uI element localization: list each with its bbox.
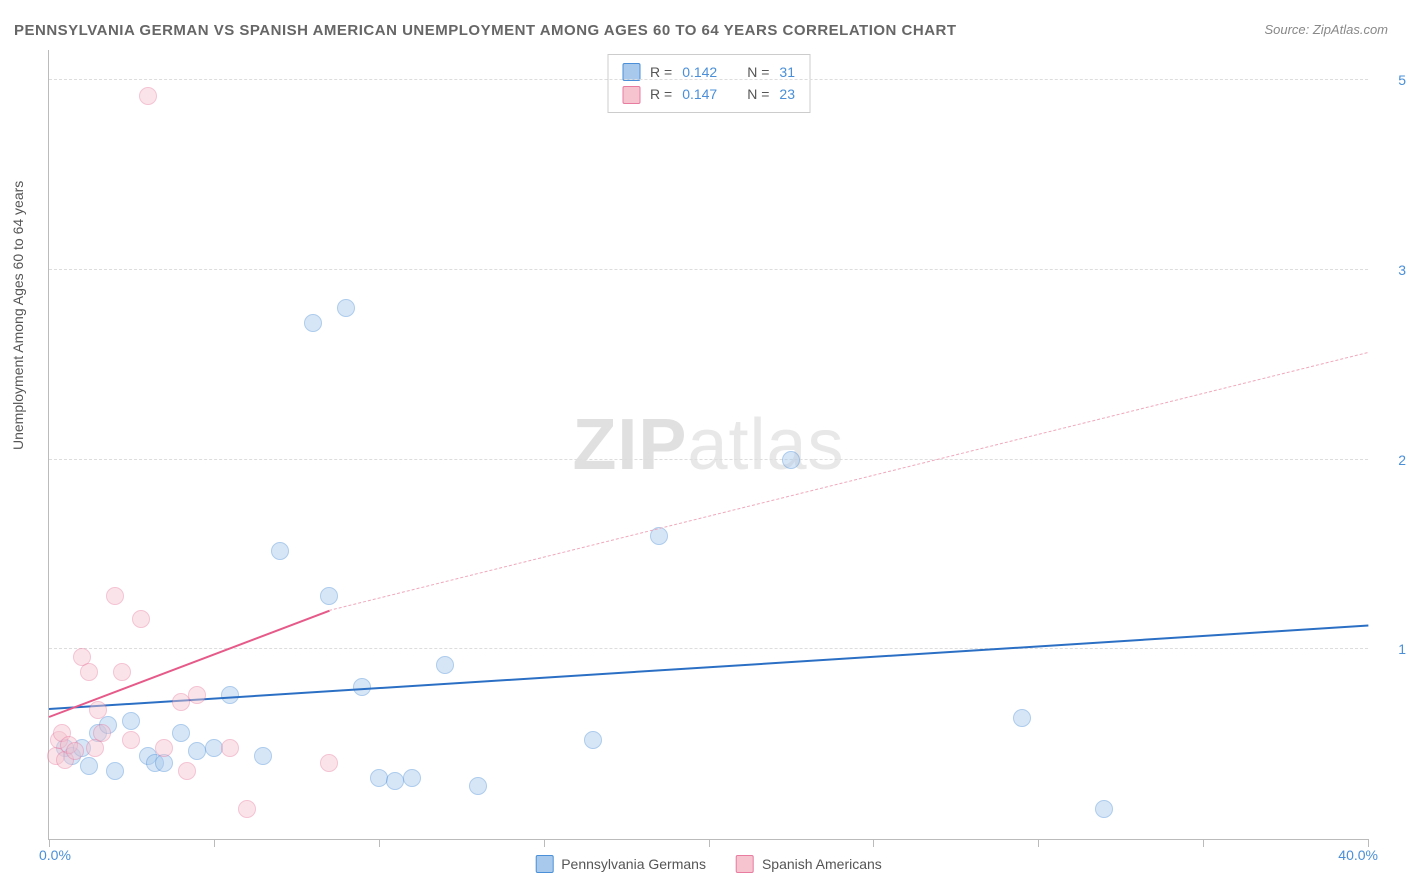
legend-label-0: Pennsylvania Germans <box>561 856 706 872</box>
data-point <box>221 739 239 757</box>
data-point <box>172 724 190 742</box>
gridline <box>49 648 1368 649</box>
data-point <box>113 663 131 681</box>
data-point <box>469 777 487 795</box>
data-point <box>271 542 289 560</box>
x-tick <box>709 839 710 847</box>
watermark-bold: ZIP <box>572 405 687 485</box>
chart-title: PENNSYLVANIA GERMAN VS SPANISH AMERICAN … <box>14 22 957 39</box>
swatch-series-0 <box>535 855 553 873</box>
x-tick <box>544 839 545 847</box>
y-tick-label: 12.5% <box>1378 641 1406 657</box>
y-axis-label: Unemployment Among Ages 60 to 64 years <box>10 181 26 450</box>
swatch-series-1 <box>736 855 754 873</box>
y-tick-label: 37.5% <box>1378 262 1406 278</box>
data-point <box>132 610 150 628</box>
watermark-thin: atlas <box>687 405 844 485</box>
correlation-legend: R = 0.142 N = 31 R = 0.147 N = 23 <box>607 54 810 113</box>
legend-item-series-0: Pennsylvania Germans <box>535 855 706 873</box>
data-point <box>89 701 107 719</box>
gridline <box>49 459 1368 460</box>
scatter-plot-area: ZIPatlas R = 0.142 N = 31 R = 0.147 N = … <box>48 50 1368 840</box>
n-value-1: 23 <box>779 83 795 105</box>
data-point <box>782 451 800 469</box>
data-point <box>337 299 355 317</box>
x-axis-max-label: 40.0% <box>1338 847 1378 863</box>
x-tick <box>1038 839 1039 847</box>
gridline <box>49 79 1368 80</box>
x-tick <box>1203 839 1204 847</box>
data-point <box>106 762 124 780</box>
data-point <box>122 731 140 749</box>
data-point <box>304 314 322 332</box>
legend-item-series-1: Spanish Americans <box>736 855 882 873</box>
data-point <box>320 587 338 605</box>
data-point <box>584 731 602 749</box>
data-point <box>155 739 173 757</box>
data-point <box>1095 800 1113 818</box>
data-point <box>403 769 421 787</box>
trend-line <box>49 625 1368 710</box>
gridline <box>49 269 1368 270</box>
y-tick-label: 25.0% <box>1378 452 1406 468</box>
data-point <box>436 656 454 674</box>
data-point <box>172 693 190 711</box>
r-label: R = <box>650 83 672 105</box>
swatch-series-1 <box>622 86 640 104</box>
data-point <box>1013 709 1031 727</box>
r-value-1: 0.147 <box>682 83 717 105</box>
data-point <box>188 742 206 760</box>
data-point <box>205 739 223 757</box>
data-point <box>122 712 140 730</box>
data-point <box>80 757 98 775</box>
x-tick <box>379 839 380 847</box>
trend-line <box>329 352 1368 611</box>
x-tick <box>1368 839 1369 847</box>
data-point <box>139 87 157 105</box>
data-point <box>178 762 196 780</box>
x-tick <box>214 839 215 847</box>
y-tick-label: 50.0% <box>1378 72 1406 88</box>
data-point <box>254 747 272 765</box>
data-point <box>188 686 206 704</box>
data-point <box>386 772 404 790</box>
data-point <box>370 769 388 787</box>
data-point <box>106 587 124 605</box>
n-label: N = <box>747 83 769 105</box>
data-point <box>221 686 239 704</box>
x-tick <box>873 839 874 847</box>
legend-label-1: Spanish Americans <box>762 856 882 872</box>
data-point <box>80 663 98 681</box>
source-attribution: Source: ZipAtlas.com <box>1264 22 1388 37</box>
watermark-logo: ZIPatlas <box>572 404 844 486</box>
series-legend: Pennsylvania Germans Spanish Americans <box>535 855 882 873</box>
x-tick <box>49 839 50 847</box>
data-point <box>320 754 338 772</box>
data-point <box>66 742 84 760</box>
legend-row-series-1: R = 0.147 N = 23 <box>622 83 795 105</box>
x-axis-min-label: 0.0% <box>39 847 71 863</box>
data-point <box>238 800 256 818</box>
data-point <box>93 724 111 742</box>
